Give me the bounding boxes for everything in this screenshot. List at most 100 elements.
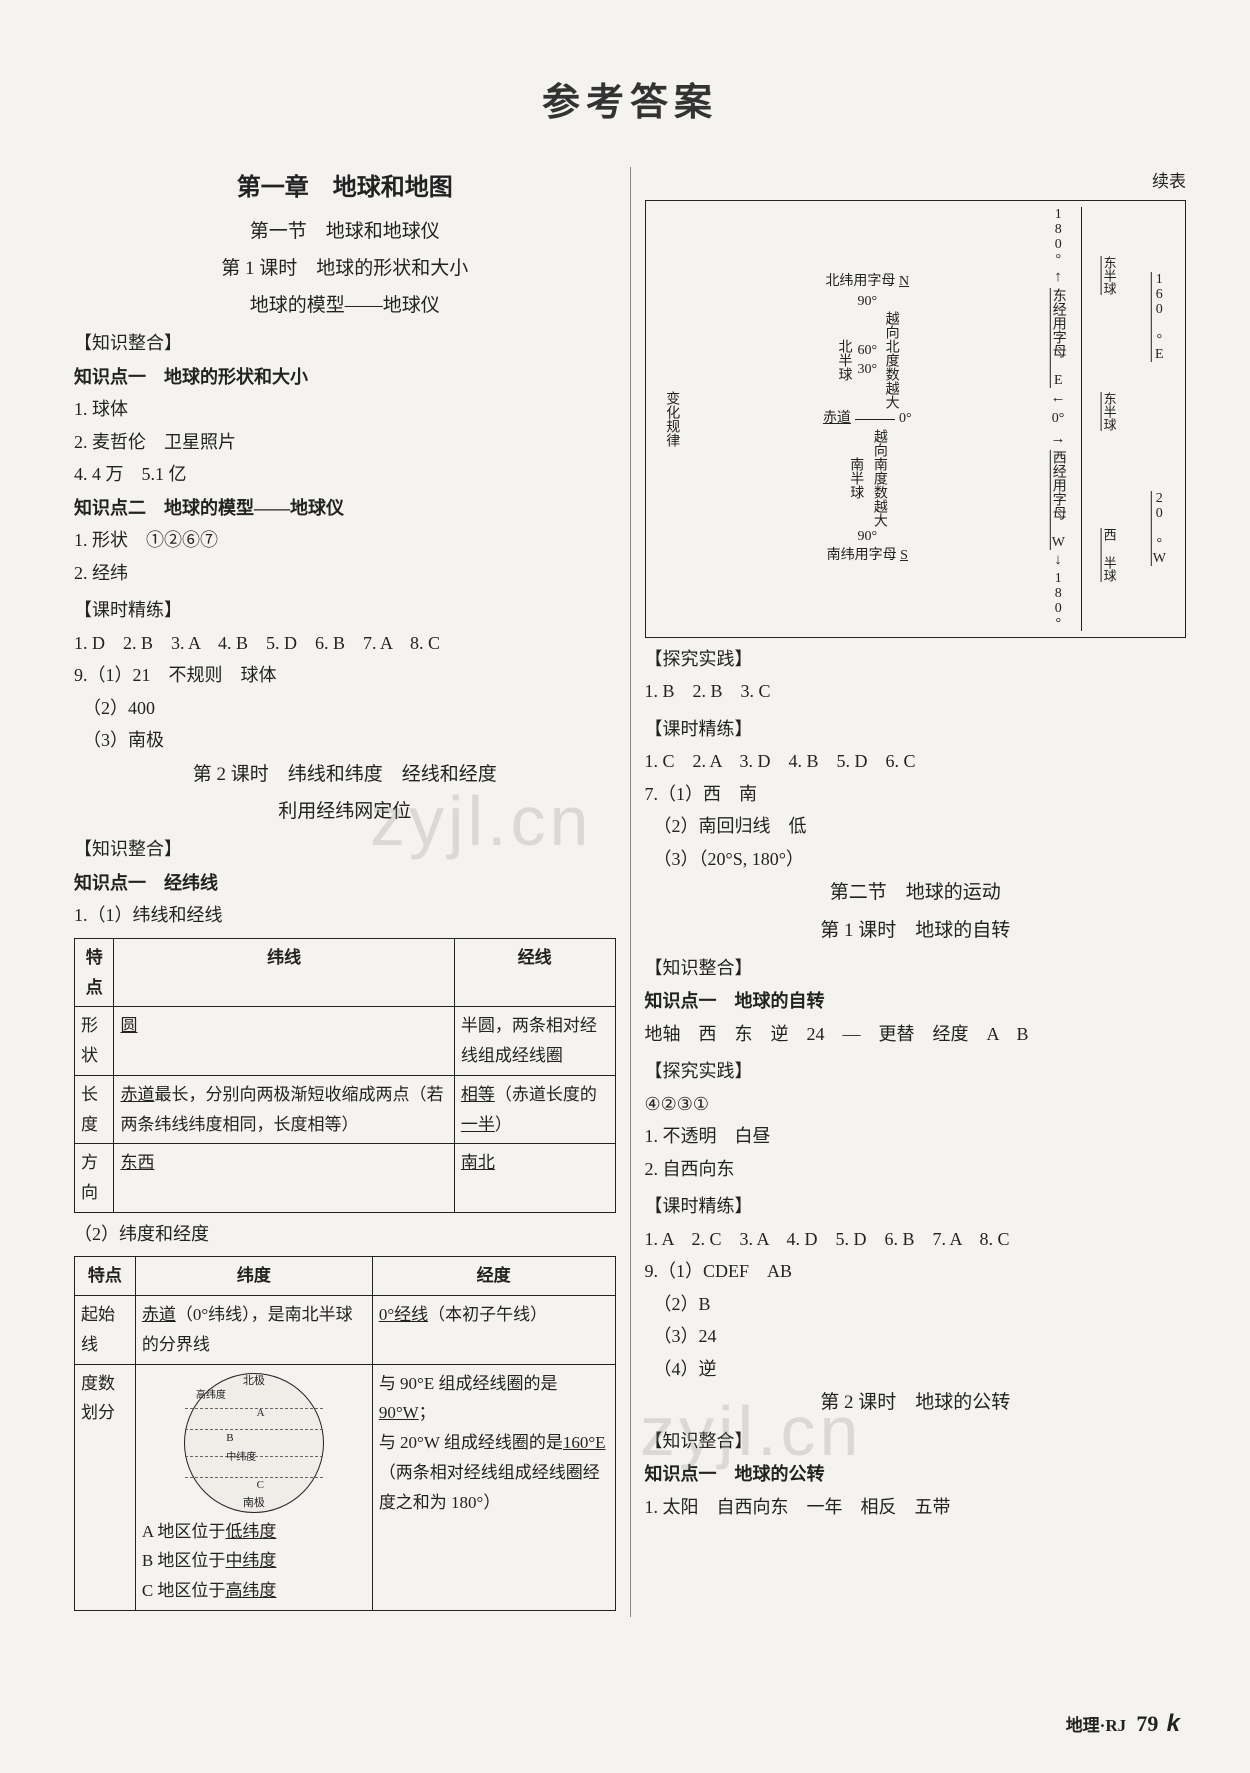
t2-r1c0: 度数划分 bbox=[75, 1364, 136, 1610]
t2-r1c2: 与 90°E 组成经线圈的是90°W； 与 20°W 组成经线圈的是160°E … bbox=[372, 1364, 615, 1610]
kp-revolution-ans: 1. 太阳 自西向东 一年 相反 五带 bbox=[645, 1492, 1187, 1524]
kp1-title: 知识点一 地球的形状和大小 bbox=[74, 362, 616, 394]
t1-r2c0: 方向 bbox=[75, 1144, 114, 1213]
practice1-line: 1. D 2. B 3. A 4. B 5. D 6. B 7. A 8. C bbox=[74, 628, 616, 660]
t1-r1c2: 相等（赤道长度的一半） bbox=[454, 1075, 615, 1144]
heading-ksjl-r1: 【课时精练】 bbox=[645, 714, 1187, 746]
t2-r0c1: 赤道（0°纬线），是南北半球的分界线 bbox=[135, 1296, 372, 1365]
east-half-label: 东半球 bbox=[1099, 392, 1117, 431]
lon-180-a: 180° bbox=[1048, 207, 1068, 267]
t1-h0: 特点 bbox=[75, 938, 114, 1007]
t2-row-division: 度数划分 北极 A B C 高纬度 中纬度 南极 bbox=[75, 1364, 616, 1610]
heading-ksjl-r2: 【课时精练】 bbox=[645, 1191, 1187, 1223]
east-letter: 东经用字母 E bbox=[1048, 288, 1068, 388]
up-note: 越向北度数越大 bbox=[881, 311, 901, 409]
heading-zszh-1: 【知识整合】 bbox=[74, 328, 616, 360]
kp2-title: 知识点二 地球的模型——地球仪 bbox=[74, 493, 616, 525]
lesson-2-subtitle: 利用经纬网定位 bbox=[74, 795, 616, 828]
t2-h0: 特点 bbox=[75, 1257, 136, 1296]
west-half-top: 东半球 bbox=[1099, 256, 1117, 295]
globe-diagram: 北极 A B C 高纬度 中纬度 南极 bbox=[184, 1373, 324, 1513]
t1-r1c1: 赤道最长，分别向两极渐短收缩成两点（若两条纬线纬度相同，长度相等） bbox=[114, 1075, 454, 1144]
kp-revolution-title: 知识点一 地球的公转 bbox=[645, 1459, 1187, 1491]
t2-h1: 纬度 bbox=[135, 1257, 372, 1296]
kp2-item-2: 2. 经纬 bbox=[74, 558, 616, 590]
ksjl-r1-ans: 1. C 2. A 3. D 4. B 5. D 6. C bbox=[645, 746, 1187, 778]
practice1-9-2: （2）400 bbox=[74, 693, 616, 725]
t2-r0c0: 起始线 bbox=[75, 1296, 136, 1365]
t1-row-shape: 形状 圆 半圆，两条相对经线组成经线圈 bbox=[75, 1007, 616, 1076]
t1-row-length: 长度 赤道最长，分别向两极渐短收缩成两点（若两条纬线纬度相同，长度相等） 相等（… bbox=[75, 1075, 616, 1144]
t1-r2c1: 东西 bbox=[114, 1144, 454, 1213]
kp2-item-1: 1. 形状 ①②⑥⑦ bbox=[74, 525, 616, 557]
t1-r0c0: 形状 bbox=[75, 1007, 114, 1076]
t2-r0c2: 0°经线（本初子午线） bbox=[372, 1296, 615, 1365]
lesson-2-title: 第 2 课时 纬线和纬度 经线和经度 bbox=[74, 758, 616, 791]
continued-label: 续表 bbox=[645, 167, 1187, 197]
kp1-item-2: 2. 麦哲伦 卫星照片 bbox=[74, 427, 616, 459]
south-half-label: 南半球 bbox=[846, 457, 866, 499]
t1-r0c2: 半圆，两条相对经线组成经线圈 bbox=[454, 1007, 615, 1076]
tjsj2-2: 2. 自西向东 bbox=[645, 1154, 1187, 1186]
lon-160e: 160 °E bbox=[1149, 272, 1169, 362]
heading-ksjl-1: 【课时精练】 bbox=[74, 595, 616, 627]
west-half-bottom: 西 半球 bbox=[1099, 528, 1117, 582]
practice1-9-1: 9.（1）21 不规则 球体 bbox=[74, 660, 616, 692]
t1-r0c1: 圆 bbox=[114, 1007, 454, 1076]
kp3-sub-2: （2）纬度和经度 bbox=[74, 1219, 616, 1251]
t1-r1c0: 长度 bbox=[75, 1075, 114, 1144]
tjsj-ans: 1. B 2. B 3. C bbox=[645, 676, 1187, 708]
heading-zszh-r1: 【知识整合】 bbox=[645, 953, 1187, 985]
ksjl-r1-7-3: （3）（20°S, 180°） bbox=[645, 844, 1187, 876]
lesson-2-1-title: 第 1 课时 地球的自转 bbox=[645, 914, 1187, 947]
south-letter: 南纬用字母 S bbox=[827, 546, 908, 566]
chapter-title: 第一章 地球和地图 bbox=[74, 167, 616, 209]
table-lines: 特点 纬线 经线 形状 圆 半圆，两条相对经线组成经线圈 长度 赤道最长，分别向… bbox=[74, 938, 616, 1213]
tjsj2-0: ④②③① bbox=[645, 1089, 1187, 1121]
heading-tjsj-1: 【探究实践】 bbox=[645, 644, 1187, 676]
heading-zszh-r2: 【知识整合】 bbox=[645, 1426, 1187, 1458]
footer-subject: 地理·RJ bbox=[1066, 1716, 1126, 1735]
ksjl2-ans: 1. A 2. C 3. A 4. D 5. D 6. B 7. A 8. C bbox=[645, 1224, 1187, 1256]
page-footer: 地理·RJ 79 k bbox=[1066, 1703, 1180, 1745]
latlon-diagram: 变化规律 北纬用字母 N 90° 北半球 60° 30° 越向北度数越大 赤道 … bbox=[645, 200, 1187, 638]
ksjl-r1-7-1: 7.（1）西 南 bbox=[645, 779, 1187, 811]
footer-logo-icon: k bbox=[1167, 1710, 1180, 1737]
page-title: 参考答案 bbox=[60, 70, 1200, 137]
kp-rotation-title: 知识点一 地球的自转 bbox=[645, 986, 1187, 1018]
equator-label: 赤道 bbox=[823, 409, 851, 429]
lon-20w: 20 °W bbox=[1149, 491, 1169, 566]
practice1-9-3: （3）南极 bbox=[74, 725, 616, 757]
ksjl-r1-7-2: （2）南回归线 低 bbox=[645, 811, 1187, 843]
footer-page-number: 79 bbox=[1136, 1711, 1158, 1736]
section-2-title: 第二节 地球的运动 bbox=[645, 876, 1187, 909]
north-letter: 北纬用字母 N bbox=[825, 272, 909, 292]
right-column: 续表 变化规律 北纬用字母 N 90° 北半球 60° 30° 越向北度数越大 … bbox=[631, 167, 1201, 1617]
left-column: 第一章 地球和地图 第一节 地球和地球仪 第 1 课时 地球的形状和大小 地球的… bbox=[60, 167, 631, 1617]
ksjl2-9-2: （2）B bbox=[645, 1289, 1187, 1321]
t1-h2: 经线 bbox=[454, 938, 615, 1007]
kp3-sub-1: 1.（1）纬线和经线 bbox=[74, 900, 616, 932]
diagram-change-label: 变化规律 bbox=[662, 391, 682, 447]
north-half-label: 北半球 bbox=[834, 339, 854, 381]
lesson-2-2-title: 第 2 课时 地球的公转 bbox=[645, 1386, 1187, 1419]
ksjl2-9-4: （4）逆 bbox=[645, 1354, 1187, 1386]
heading-zszh-2: 【知识整合】 bbox=[74, 834, 616, 866]
table-degrees: 特点 纬度 经度 起始线 赤道（0°纬线），是南北半球的分界线 0°经线（本初子… bbox=[74, 1256, 616, 1611]
ksjl2-9-1: 9.（1）CDEF AB bbox=[645, 1256, 1187, 1288]
t2-r1c1: 北极 A B C 高纬度 中纬度 南极 A 地区位于低纬度 B 地区位于中纬度 bbox=[135, 1364, 372, 1610]
t2-h2: 经度 bbox=[372, 1257, 615, 1296]
lesson-1-title: 第 1 课时 地球的形状和大小 bbox=[74, 252, 616, 285]
kp3-title: 知识点一 经纬线 bbox=[74, 868, 616, 900]
heading-tjsj-2: 【探究实践】 bbox=[645, 1056, 1187, 1088]
lon-180-b: 180° bbox=[1048, 571, 1068, 631]
section-1-title: 第一节 地球和地球仪 bbox=[74, 215, 616, 248]
west-letter: 西经用字母 W bbox=[1048, 450, 1068, 550]
two-column-layout: 第一章 地球和地图 第一节 地球和地球仪 第 1 课时 地球的形状和大小 地球的… bbox=[60, 167, 1200, 1617]
down-note: 越向南度数越大 bbox=[869, 429, 889, 527]
kp-rotation-ans: 地轴 西 东 逆 24 — 更替 经度 A B bbox=[645, 1019, 1187, 1051]
t1-row-direction: 方向 东西 南北 bbox=[75, 1144, 616, 1213]
kp1-item-1: 1. 球体 bbox=[74, 394, 616, 426]
t1-h1: 纬线 bbox=[114, 938, 454, 1007]
t1-r2c2: 南北 bbox=[454, 1144, 615, 1213]
